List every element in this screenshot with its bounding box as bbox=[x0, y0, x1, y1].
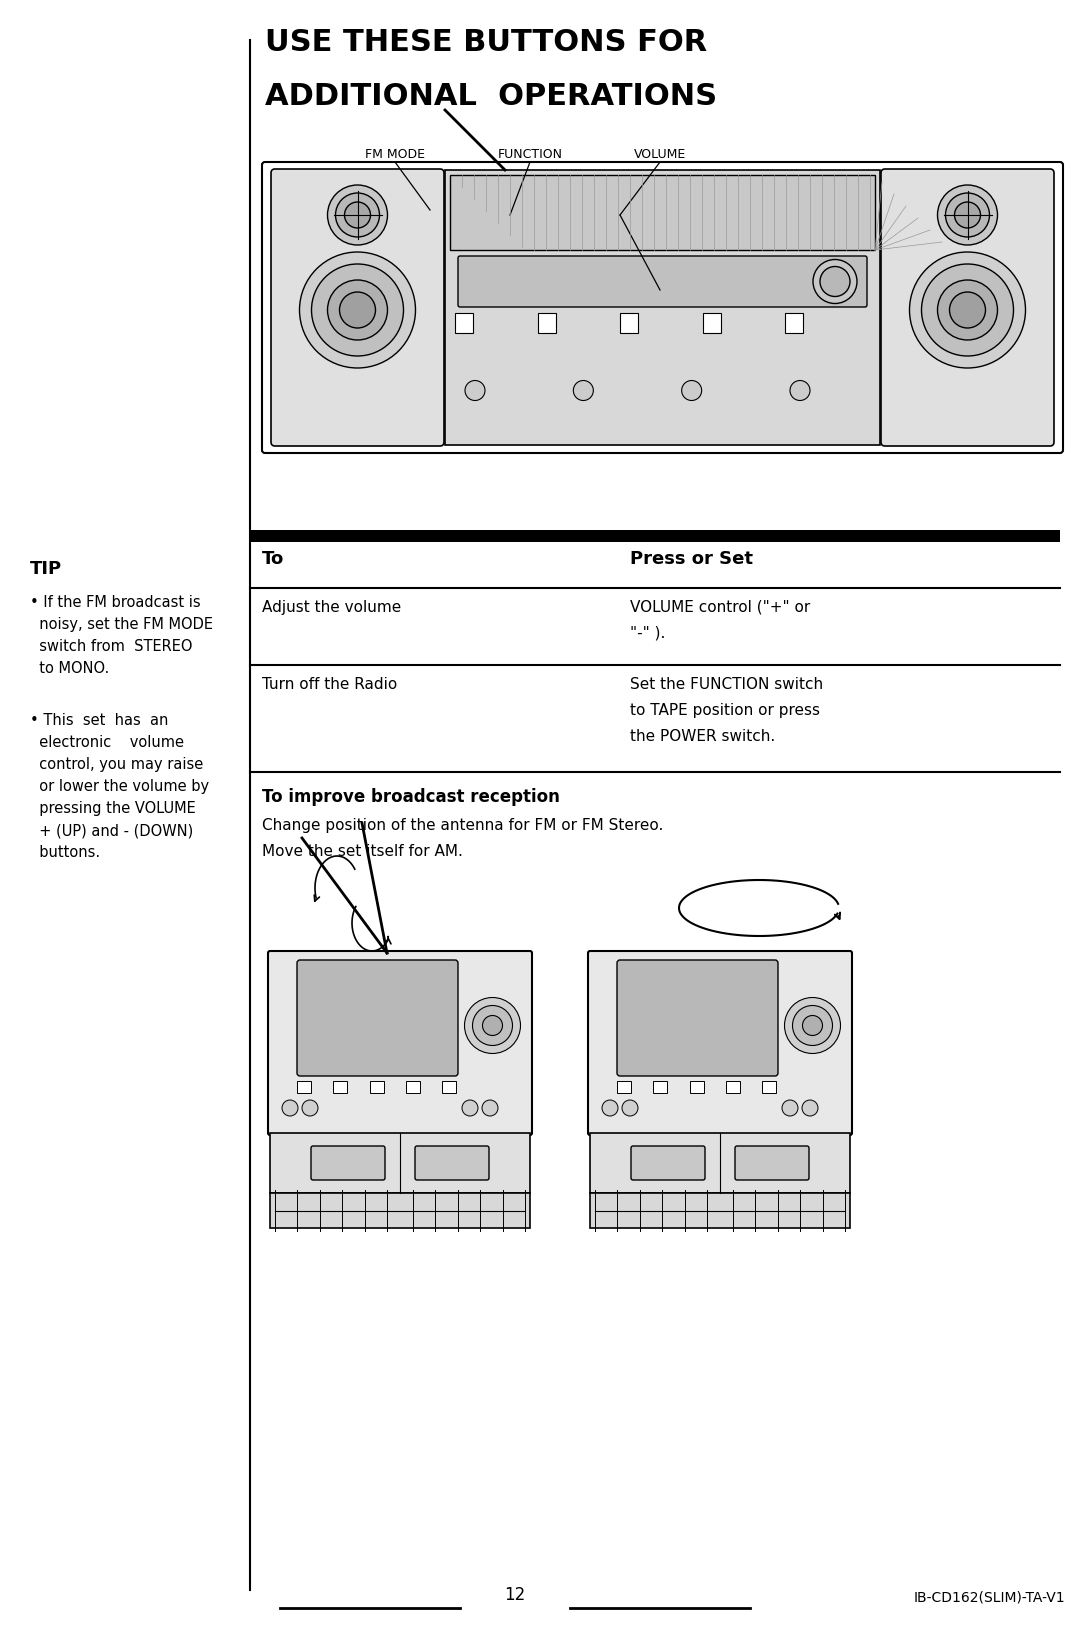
Circle shape bbox=[483, 1016, 502, 1036]
Circle shape bbox=[782, 1100, 798, 1116]
Text: VOLUME: VOLUME bbox=[634, 148, 686, 161]
Bar bbox=[653, 1082, 667, 1093]
Text: 12: 12 bbox=[504, 1586, 526, 1605]
Text: Adjust the volume: Adjust the volume bbox=[262, 600, 402, 615]
Circle shape bbox=[937, 186, 998, 245]
FancyBboxPatch shape bbox=[415, 1146, 489, 1180]
Text: Turn off the Radio: Turn off the Radio bbox=[262, 677, 397, 692]
Text: Change position of the antenna for FM or FM Stereo.: Change position of the antenna for FM or… bbox=[262, 819, 663, 834]
Text: FUNCTION: FUNCTION bbox=[498, 148, 563, 161]
Bar bbox=[297, 1082, 311, 1093]
Text: VOLUME control ("+" or: VOLUME control ("+" or bbox=[630, 600, 810, 615]
Bar bbox=[334, 1082, 348, 1093]
Bar bbox=[785, 312, 804, 334]
Text: To: To bbox=[262, 551, 284, 567]
Bar bbox=[445, 169, 880, 446]
Circle shape bbox=[482, 1100, 498, 1116]
Circle shape bbox=[302, 1100, 318, 1116]
Bar bbox=[450, 174, 875, 250]
Circle shape bbox=[802, 1016, 823, 1036]
Circle shape bbox=[602, 1100, 618, 1116]
Bar bbox=[538, 312, 555, 334]
Bar bbox=[249, 529, 1059, 543]
Circle shape bbox=[345, 202, 370, 229]
Bar bbox=[617, 1082, 631, 1093]
Circle shape bbox=[820, 266, 850, 296]
FancyBboxPatch shape bbox=[881, 169, 1054, 446]
Circle shape bbox=[921, 265, 1013, 357]
FancyBboxPatch shape bbox=[262, 163, 1063, 454]
FancyBboxPatch shape bbox=[631, 1146, 705, 1180]
FancyBboxPatch shape bbox=[268, 950, 532, 1134]
Text: noisy, set the FM MODE: noisy, set the FM MODE bbox=[30, 616, 213, 631]
Bar bbox=[270, 1194, 530, 1228]
Text: control, you may raise: control, you may raise bbox=[30, 756, 203, 773]
Circle shape bbox=[813, 260, 858, 304]
FancyBboxPatch shape bbox=[617, 960, 778, 1077]
Bar bbox=[689, 1082, 703, 1093]
Circle shape bbox=[464, 998, 521, 1054]
Text: Move the set itself for AM.: Move the set itself for AM. bbox=[262, 843, 463, 860]
Circle shape bbox=[909, 252, 1026, 368]
Circle shape bbox=[937, 279, 998, 340]
Text: TIP: TIP bbox=[30, 561, 63, 579]
Circle shape bbox=[299, 252, 416, 368]
Circle shape bbox=[311, 265, 404, 357]
Circle shape bbox=[949, 293, 986, 329]
Circle shape bbox=[955, 202, 981, 229]
Circle shape bbox=[282, 1100, 298, 1116]
Text: Set the FUNCTION switch: Set the FUNCTION switch bbox=[630, 677, 823, 692]
Text: the POWER switch.: the POWER switch. bbox=[630, 728, 775, 745]
Bar bbox=[590, 1133, 850, 1194]
Bar bbox=[455, 312, 473, 334]
Circle shape bbox=[327, 186, 388, 245]
Text: FM MODE: FM MODE bbox=[365, 148, 426, 161]
Bar bbox=[726, 1082, 740, 1093]
Text: electronic    volume: electronic volume bbox=[30, 735, 184, 750]
Text: "-" ).: "-" ). bbox=[630, 626, 665, 641]
FancyBboxPatch shape bbox=[297, 960, 458, 1077]
FancyBboxPatch shape bbox=[588, 950, 852, 1134]
FancyBboxPatch shape bbox=[271, 169, 444, 446]
Text: IB-CD162(SLIM)-TA-V1: IB-CD162(SLIM)-TA-V1 bbox=[914, 1590, 1065, 1605]
Bar bbox=[590, 1194, 850, 1228]
Bar bbox=[369, 1082, 383, 1093]
Text: To improve broadcast reception: To improve broadcast reception bbox=[262, 787, 559, 806]
Circle shape bbox=[462, 1100, 478, 1116]
Text: switch from  STEREO: switch from STEREO bbox=[30, 640, 192, 654]
Circle shape bbox=[336, 192, 379, 237]
Circle shape bbox=[473, 1006, 513, 1046]
Circle shape bbox=[784, 998, 840, 1054]
Bar bbox=[406, 1082, 420, 1093]
Text: to MONO.: to MONO. bbox=[30, 661, 109, 676]
Bar bbox=[762, 1082, 777, 1093]
Bar bbox=[620, 312, 638, 334]
FancyBboxPatch shape bbox=[458, 256, 867, 307]
Circle shape bbox=[573, 380, 593, 401]
Text: • If the FM broadcast is: • If the FM broadcast is bbox=[30, 595, 201, 610]
Circle shape bbox=[793, 1006, 833, 1046]
Text: ADDITIONAL  OPERATIONS: ADDITIONAL OPERATIONS bbox=[265, 82, 717, 112]
Bar bbox=[442, 1082, 456, 1093]
Text: to TAPE position or press: to TAPE position or press bbox=[630, 704, 820, 718]
Circle shape bbox=[339, 293, 376, 329]
Circle shape bbox=[622, 1100, 638, 1116]
Text: buttons.: buttons. bbox=[30, 845, 100, 860]
FancyBboxPatch shape bbox=[311, 1146, 384, 1180]
Text: Press or Set: Press or Set bbox=[630, 551, 753, 567]
Bar bbox=[270, 1133, 530, 1194]
Text: pressing the VOLUME: pressing the VOLUME bbox=[30, 801, 195, 815]
Circle shape bbox=[681, 380, 702, 401]
Circle shape bbox=[789, 380, 810, 401]
Text: or lower the volume by: or lower the volume by bbox=[30, 779, 210, 794]
Text: • This  set  has  an: • This set has an bbox=[30, 713, 168, 728]
Bar bbox=[702, 312, 720, 334]
Circle shape bbox=[945, 192, 989, 237]
Circle shape bbox=[327, 279, 388, 340]
Text: + (UP) and - (DOWN): + (UP) and - (DOWN) bbox=[30, 824, 193, 838]
FancyBboxPatch shape bbox=[735, 1146, 809, 1180]
Circle shape bbox=[465, 380, 485, 401]
Circle shape bbox=[802, 1100, 818, 1116]
Text: USE THESE BUTTONS FOR: USE THESE BUTTONS FOR bbox=[265, 28, 707, 58]
